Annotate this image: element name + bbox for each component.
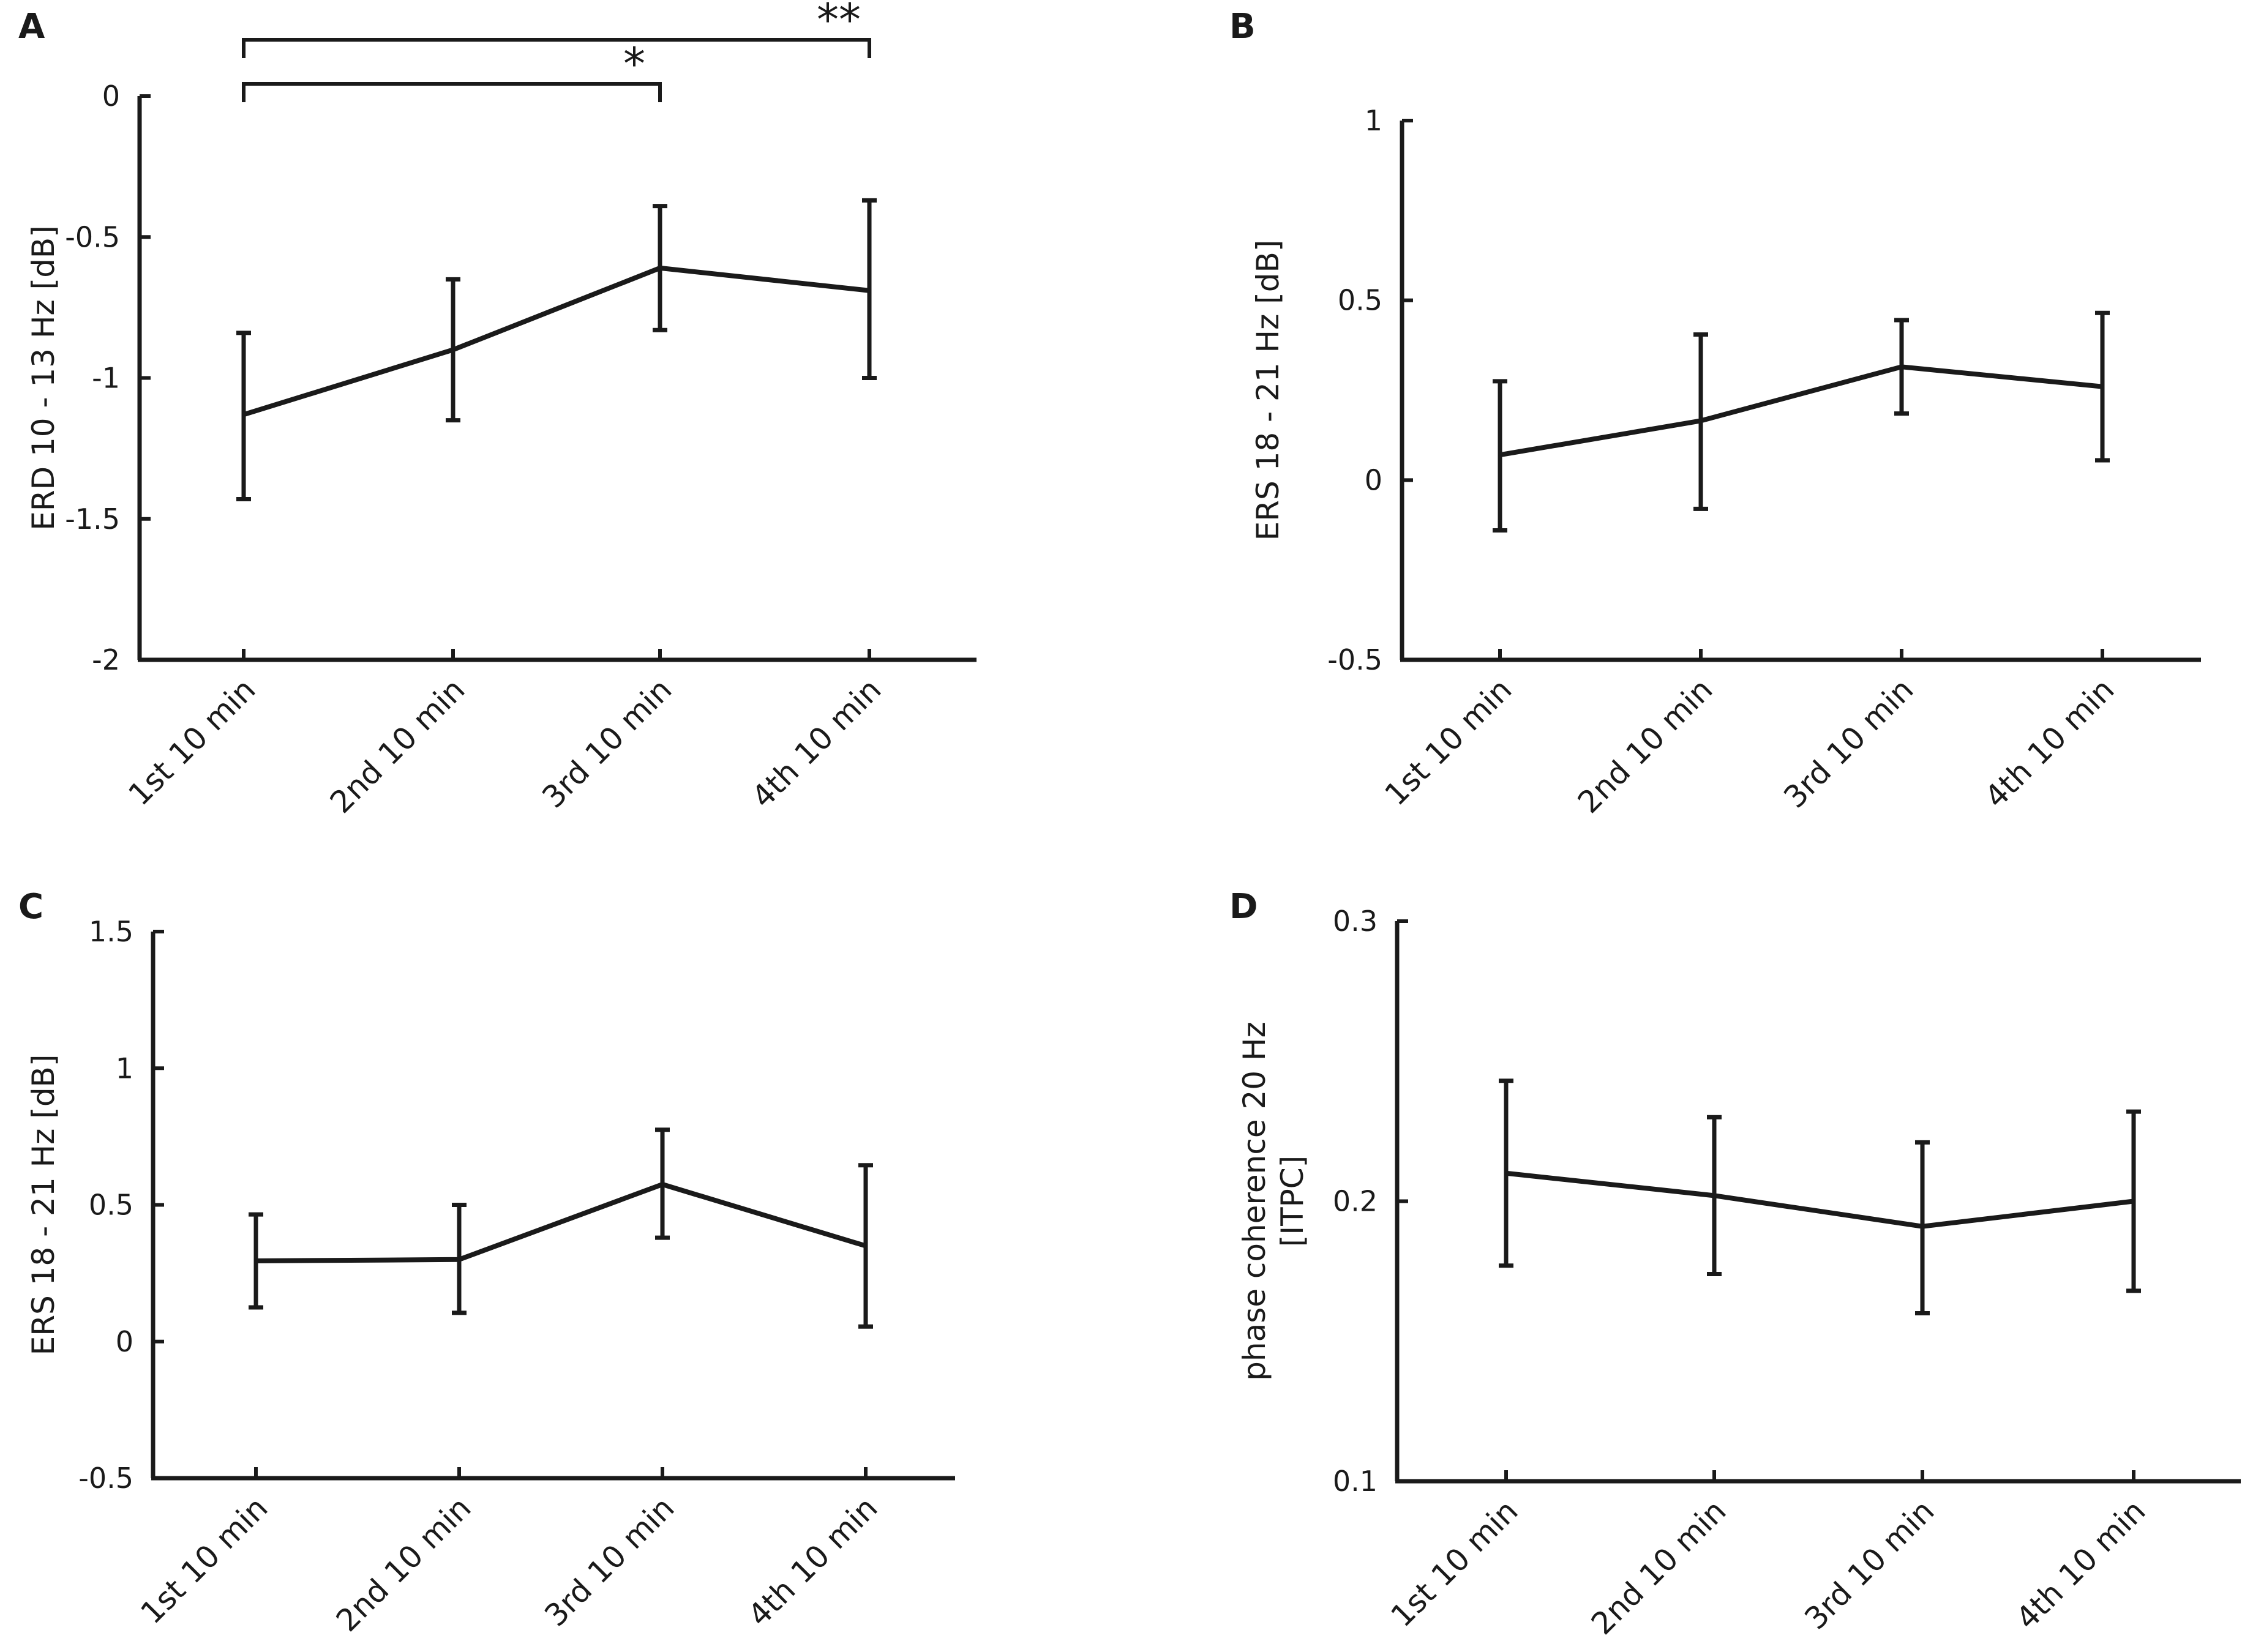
series-line <box>1505 1170 2134 1229</box>
y-tick-label: 0.5 <box>89 1189 133 1222</box>
y-tick-label: 1 <box>116 1052 133 1085</box>
data-point <box>661 1183 664 1187</box>
panel-b: B -0.5 0 0.5 1 1st 10 min 2nd 10 min 3rd 10 min… <box>1229 7 2201 820</box>
x-tick-label: 2nd 10 min <box>323 671 471 820</box>
data-point <box>1921 1224 1924 1228</box>
y-tick-label: 1 <box>1365 104 1382 137</box>
x-tick-label: 3rd 10 min <box>1777 671 1920 815</box>
x-tick-label: 4th 10 min <box>745 671 888 815</box>
x-tick-label: 1st 10 min <box>1378 671 1519 812</box>
panel-letter: B <box>1229 7 1256 47</box>
x-tick-label: 3rd 10 min <box>1798 1493 1941 1636</box>
x-tick-label: 4th 10 min <box>741 1490 885 1633</box>
y-tick-label: 0.3 <box>1333 905 1378 938</box>
series-line <box>1499 364 2103 458</box>
y-tick-label: -2 <box>92 643 120 676</box>
y-tick-label: -1.5 <box>65 503 120 536</box>
y-tick-label: -0.5 <box>1327 643 1382 676</box>
x-tick-label: 1st 10 min <box>134 1490 275 1631</box>
panel-letter: A <box>18 7 45 47</box>
data-point <box>1900 365 1903 369</box>
x-tick-label: 4th 10 min <box>1978 671 2121 815</box>
y-tick-label: 0.5 <box>1338 284 1382 317</box>
data-point <box>2132 1199 2135 1203</box>
significance-label: * <box>623 38 645 89</box>
y-tick-label: -0.5 <box>65 220 120 253</box>
y-tick-label: 0.1 <box>1333 1465 1378 1498</box>
x-tick-label: 2nd 10 min <box>329 1490 478 1638</box>
data-point <box>242 413 246 417</box>
x-tick-label: 3rd 10 min <box>535 671 678 815</box>
y-tick-label: 1.5 <box>89 915 133 948</box>
y-axis-title: ERD 10 - 13 Hz [dB] <box>26 225 61 531</box>
x-tick-label: 1st 10 min <box>1384 1493 1525 1634</box>
data-point <box>658 266 662 270</box>
y-tick-label: 0 <box>102 80 120 113</box>
significance-label: ** <box>817 0 861 45</box>
data-point <box>1699 419 1703 423</box>
data-point <box>254 1259 258 1263</box>
data-point <box>868 288 871 293</box>
y-tick-label: -1 <box>92 362 120 395</box>
data-point <box>1504 1171 1508 1175</box>
y-tick-label: 0 <box>116 1325 133 1358</box>
x-tick-label: 4th 10 min <box>2009 1493 2153 1636</box>
data-point <box>457 1257 461 1261</box>
y-tick-label: -0.5 <box>78 1462 133 1495</box>
y-axis-title: ERS 18 - 21 Hz [dB] <box>26 1055 61 1356</box>
x-tick-label: 2nd 10 min <box>1584 1493 1733 1641</box>
significance-bracket <box>242 38 871 58</box>
panel-letter: C <box>18 887 43 927</box>
panel-letter: D <box>1229 887 1258 927</box>
series-line <box>255 1182 867 1264</box>
data-point <box>1712 1194 1716 1198</box>
y-tick-label: 0 <box>1365 463 1382 496</box>
y-tick-label: 0.2 <box>1333 1185 1378 1218</box>
y-axis-title: [ITPC] <box>1275 1156 1310 1247</box>
panel-d: D 0.1 0.2 0.3 1st 10 min 2nd 10 min 3rd 10 min… <box>1229 887 2241 1642</box>
panel-a: A -2 -1.5 -1 -0.5 0 1st 10 min 2nd 10 min 3rd 10… <box>18 0 977 820</box>
x-tick-label: 2nd 10 min <box>1571 671 1719 820</box>
data-point <box>451 348 455 352</box>
panel-c: C -0.5 0 0.5 1 1.5 1st 10 min 2nd 10 min 3rd 10 … <box>18 887 955 1639</box>
significance-bracket <box>242 82 662 102</box>
data-point <box>1498 453 1502 457</box>
x-tick-label: 3rd 10 min <box>538 1490 681 1633</box>
series-line <box>242 265 870 417</box>
y-axis-title: phase coherence 20 Hz <box>1237 1022 1272 1381</box>
x-tick-label: 1st 10 min <box>122 671 263 812</box>
y-axis-title: ERS 18 - 21 Hz [dB] <box>1250 240 1286 541</box>
data-point <box>2101 384 2104 389</box>
data-point <box>864 1244 868 1248</box>
